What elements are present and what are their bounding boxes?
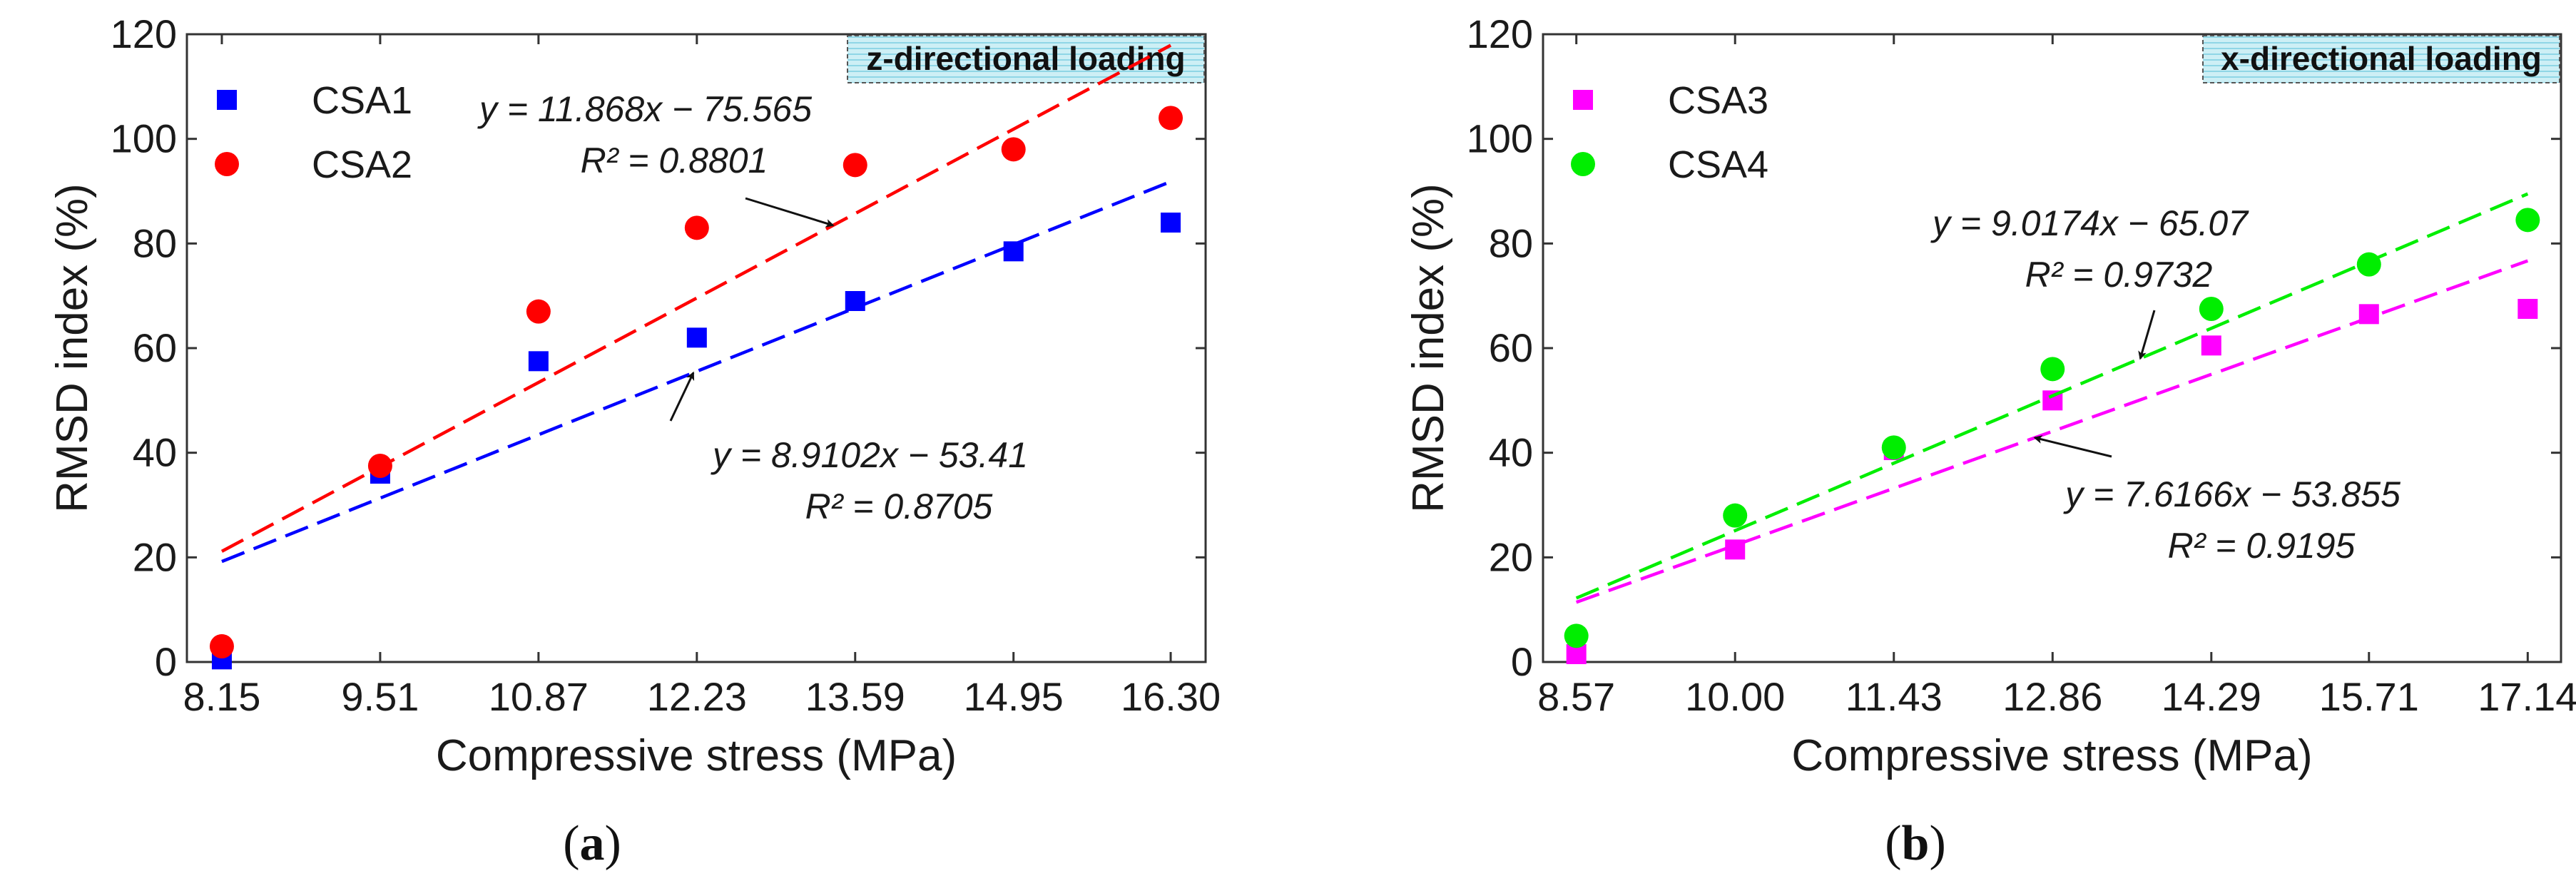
legend-marker-csa3 [1573, 90, 1593, 110]
x-tick-label: 12.86 [2002, 674, 2102, 719]
point-csa4 [1723, 503, 1748, 528]
point-csa4 [2040, 357, 2065, 382]
loading-badge: z-directional loading [866, 40, 1185, 77]
legend-label-csa4: CSA4 [1668, 143, 1768, 186]
point-csa1 [1161, 213, 1181, 233]
fit-line-csa3 [1575, 259, 2529, 604]
equation-csa2: y = 11.868x − 75.565 [477, 89, 812, 129]
x-tick-label: 14.29 [2162, 674, 2261, 719]
panel-label-letter: a [580, 816, 605, 871]
legend-marker-csa4 [1571, 152, 1595, 176]
y-tick-label: 100 [111, 116, 177, 161]
r-squared-csa3: R² = 0.9195 [2168, 526, 2356, 566]
point-csa2 [1159, 106, 1183, 131]
loading-badge-box [2202, 35, 2560, 83]
panel-label-close: ) [605, 816, 621, 871]
x-tick-label: 13.59 [805, 674, 905, 719]
equation-csa4: y = 9.0174x − 65.07 [1930, 203, 2249, 243]
point-csa2 [842, 153, 867, 178]
x-tick-label: 10.87 [489, 674, 589, 719]
legend-marker-csa2 [215, 152, 239, 176]
equation-csa1: y = 8.9102x − 53.41 [711, 435, 1028, 475]
annotation-arrow-csa2 [745, 197, 835, 228]
x-tick-label: 14.95 [964, 674, 1064, 719]
annotation-arrow-csa3 [2033, 435, 2112, 458]
loading-badge: x-directional loading [2221, 40, 2542, 77]
point-csa2 [367, 454, 392, 478]
y-axis-title: RMSD index (%) [48, 183, 97, 513]
panel-label-close: ) [1929, 816, 1945, 871]
equation-csa3: y = 7.6166x − 53.855 [2063, 474, 2401, 514]
y-tick-label: 0 [155, 639, 177, 684]
legend-label-csa2: CSA2 [312, 143, 412, 186]
point-csa2 [684, 215, 709, 240]
point-csa3 [2358, 304, 2379, 325]
x-tick-label: 16.30 [1121, 674, 1221, 719]
x-tick-label: 17.14 [2478, 674, 2576, 719]
x-tick-label: 11.43 [1846, 674, 1943, 719]
point-csa1 [528, 351, 549, 372]
y-tick-label: 100 [1467, 116, 1533, 161]
point-csa2 [1001, 137, 1026, 162]
y-tick-label: 20 [133, 534, 177, 579]
point-csa1 [686, 327, 707, 348]
x-tick-label: 15.71 [2319, 674, 2419, 719]
y-tick-label: 40 [1489, 430, 1533, 475]
point-csa3 [2518, 299, 2538, 319]
legend-marker-csa1 [217, 90, 237, 110]
plot-frame [1542, 33, 2562, 663]
panel-label-letter: b [1902, 816, 1930, 871]
x-tick-label: 9.51 [341, 674, 419, 719]
point-csa4 [2199, 297, 2224, 321]
point-csa1 [845, 291, 865, 311]
x-tick-label: 12.23 [647, 674, 747, 719]
legend-label-csa3: CSA3 [1668, 79, 1768, 122]
loading-badge-box [847, 35, 1205, 83]
r-squared-csa1: R² = 0.8705 [805, 487, 993, 526]
point-csa1 [1003, 241, 1024, 262]
y-tick-label: 0 [1511, 639, 1533, 684]
point-csa2 [526, 299, 551, 324]
point-csa4 [1881, 435, 1906, 460]
x-axis-title: Compressive stress (MPa) [1791, 731, 2312, 780]
point-csa4 [2356, 252, 2381, 277]
y-tick-label: 60 [1489, 325, 1533, 370]
y-tick-label: 20 [1489, 534, 1533, 579]
chart-panel-a: 0 20 40 60 80 100 120 8.15 9.51 10.87 12.23 13.59 14… [48, 11, 1221, 871]
point-csa3 [1725, 539, 1746, 560]
point-csa4 [1564, 623, 1589, 648]
panel-label-open: ( [1885, 816, 1901, 871]
r-squared-csa2: R² = 0.8801 [581, 141, 768, 180]
panel-label-open: ( [563, 816, 579, 871]
y-tick-label: 120 [1467, 11, 1533, 56]
y-tick-label: 80 [1489, 220, 1533, 265]
panel-label: (a) [563, 816, 621, 871]
y-tick-label: 60 [133, 325, 177, 370]
panel-label: (b) [1885, 816, 1946, 871]
x-tick-label: 10.00 [1685, 674, 1785, 719]
x-tick-label: 8.57 [1537, 674, 1615, 719]
annotation-arrow-csa4 [2138, 310, 2156, 360]
point-csa4 [2515, 208, 2540, 233]
y-axis-title: RMSD index (%) [1404, 183, 1453, 513]
y-tick-label: 80 [133, 220, 177, 265]
y-tick-label: 120 [111, 11, 177, 56]
x-tick-label: 8.15 [183, 674, 260, 719]
point-csa2 [209, 634, 234, 658]
y-tick-label: 40 [133, 430, 177, 475]
x-axis-title: Compressive stress (MPa) [436, 731, 957, 780]
chart-panel-b: 0 20 40 60 80 100 120 8.57 10.00 11.43 12.86 14.29 1… [1404, 11, 2576, 871]
legend-label-csa1: CSA1 [312, 79, 412, 122]
r-squared-csa4: R² = 0.9732 [2025, 255, 2213, 295]
point-csa3 [2201, 335, 2221, 356]
annotation-arrow-csa1 [669, 371, 695, 422]
